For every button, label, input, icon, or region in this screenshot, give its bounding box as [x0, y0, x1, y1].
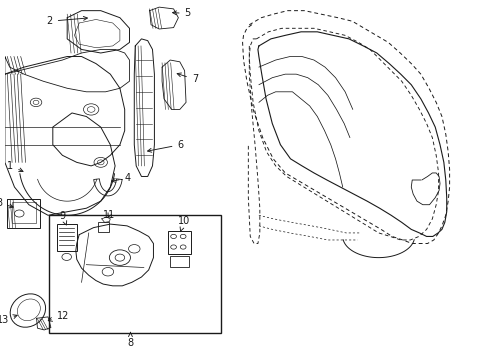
Text: 12: 12: [48, 311, 69, 321]
Bar: [169, 256, 188, 267]
Text: 2: 2: [46, 16, 87, 26]
Bar: [57, 224, 77, 251]
Text: 13: 13: [0, 315, 17, 325]
Text: 11: 11: [103, 210, 115, 220]
Text: 4: 4: [111, 173, 131, 183]
Bar: [98, 222, 109, 232]
Text: 5: 5: [172, 9, 190, 18]
Bar: [49, 215, 221, 333]
Text: 10: 10: [178, 216, 190, 232]
Bar: [7, 199, 40, 228]
Text: 1: 1: [7, 161, 23, 172]
Text: 7: 7: [177, 73, 198, 85]
Text: 3: 3: [0, 198, 13, 208]
Text: 6: 6: [147, 140, 183, 152]
Bar: [167, 231, 190, 254]
Text: 8: 8: [127, 333, 133, 348]
Bar: [12, 202, 36, 224]
Text: 9: 9: [60, 211, 66, 225]
